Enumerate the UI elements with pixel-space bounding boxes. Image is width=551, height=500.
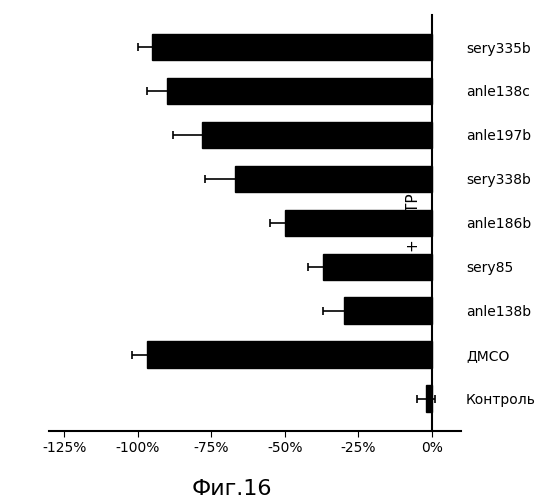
Bar xyxy=(344,298,432,324)
Bar xyxy=(323,254,432,280)
Bar xyxy=(167,78,432,104)
Bar xyxy=(202,122,432,148)
Bar xyxy=(153,34,432,60)
Bar xyxy=(147,342,432,368)
Bar xyxy=(426,386,432,411)
Y-axis label: + МРТР: + МРТР xyxy=(406,194,421,252)
Bar xyxy=(285,210,432,236)
Bar xyxy=(235,166,432,192)
Text: Фиг.16: Фиг.16 xyxy=(191,479,272,499)
